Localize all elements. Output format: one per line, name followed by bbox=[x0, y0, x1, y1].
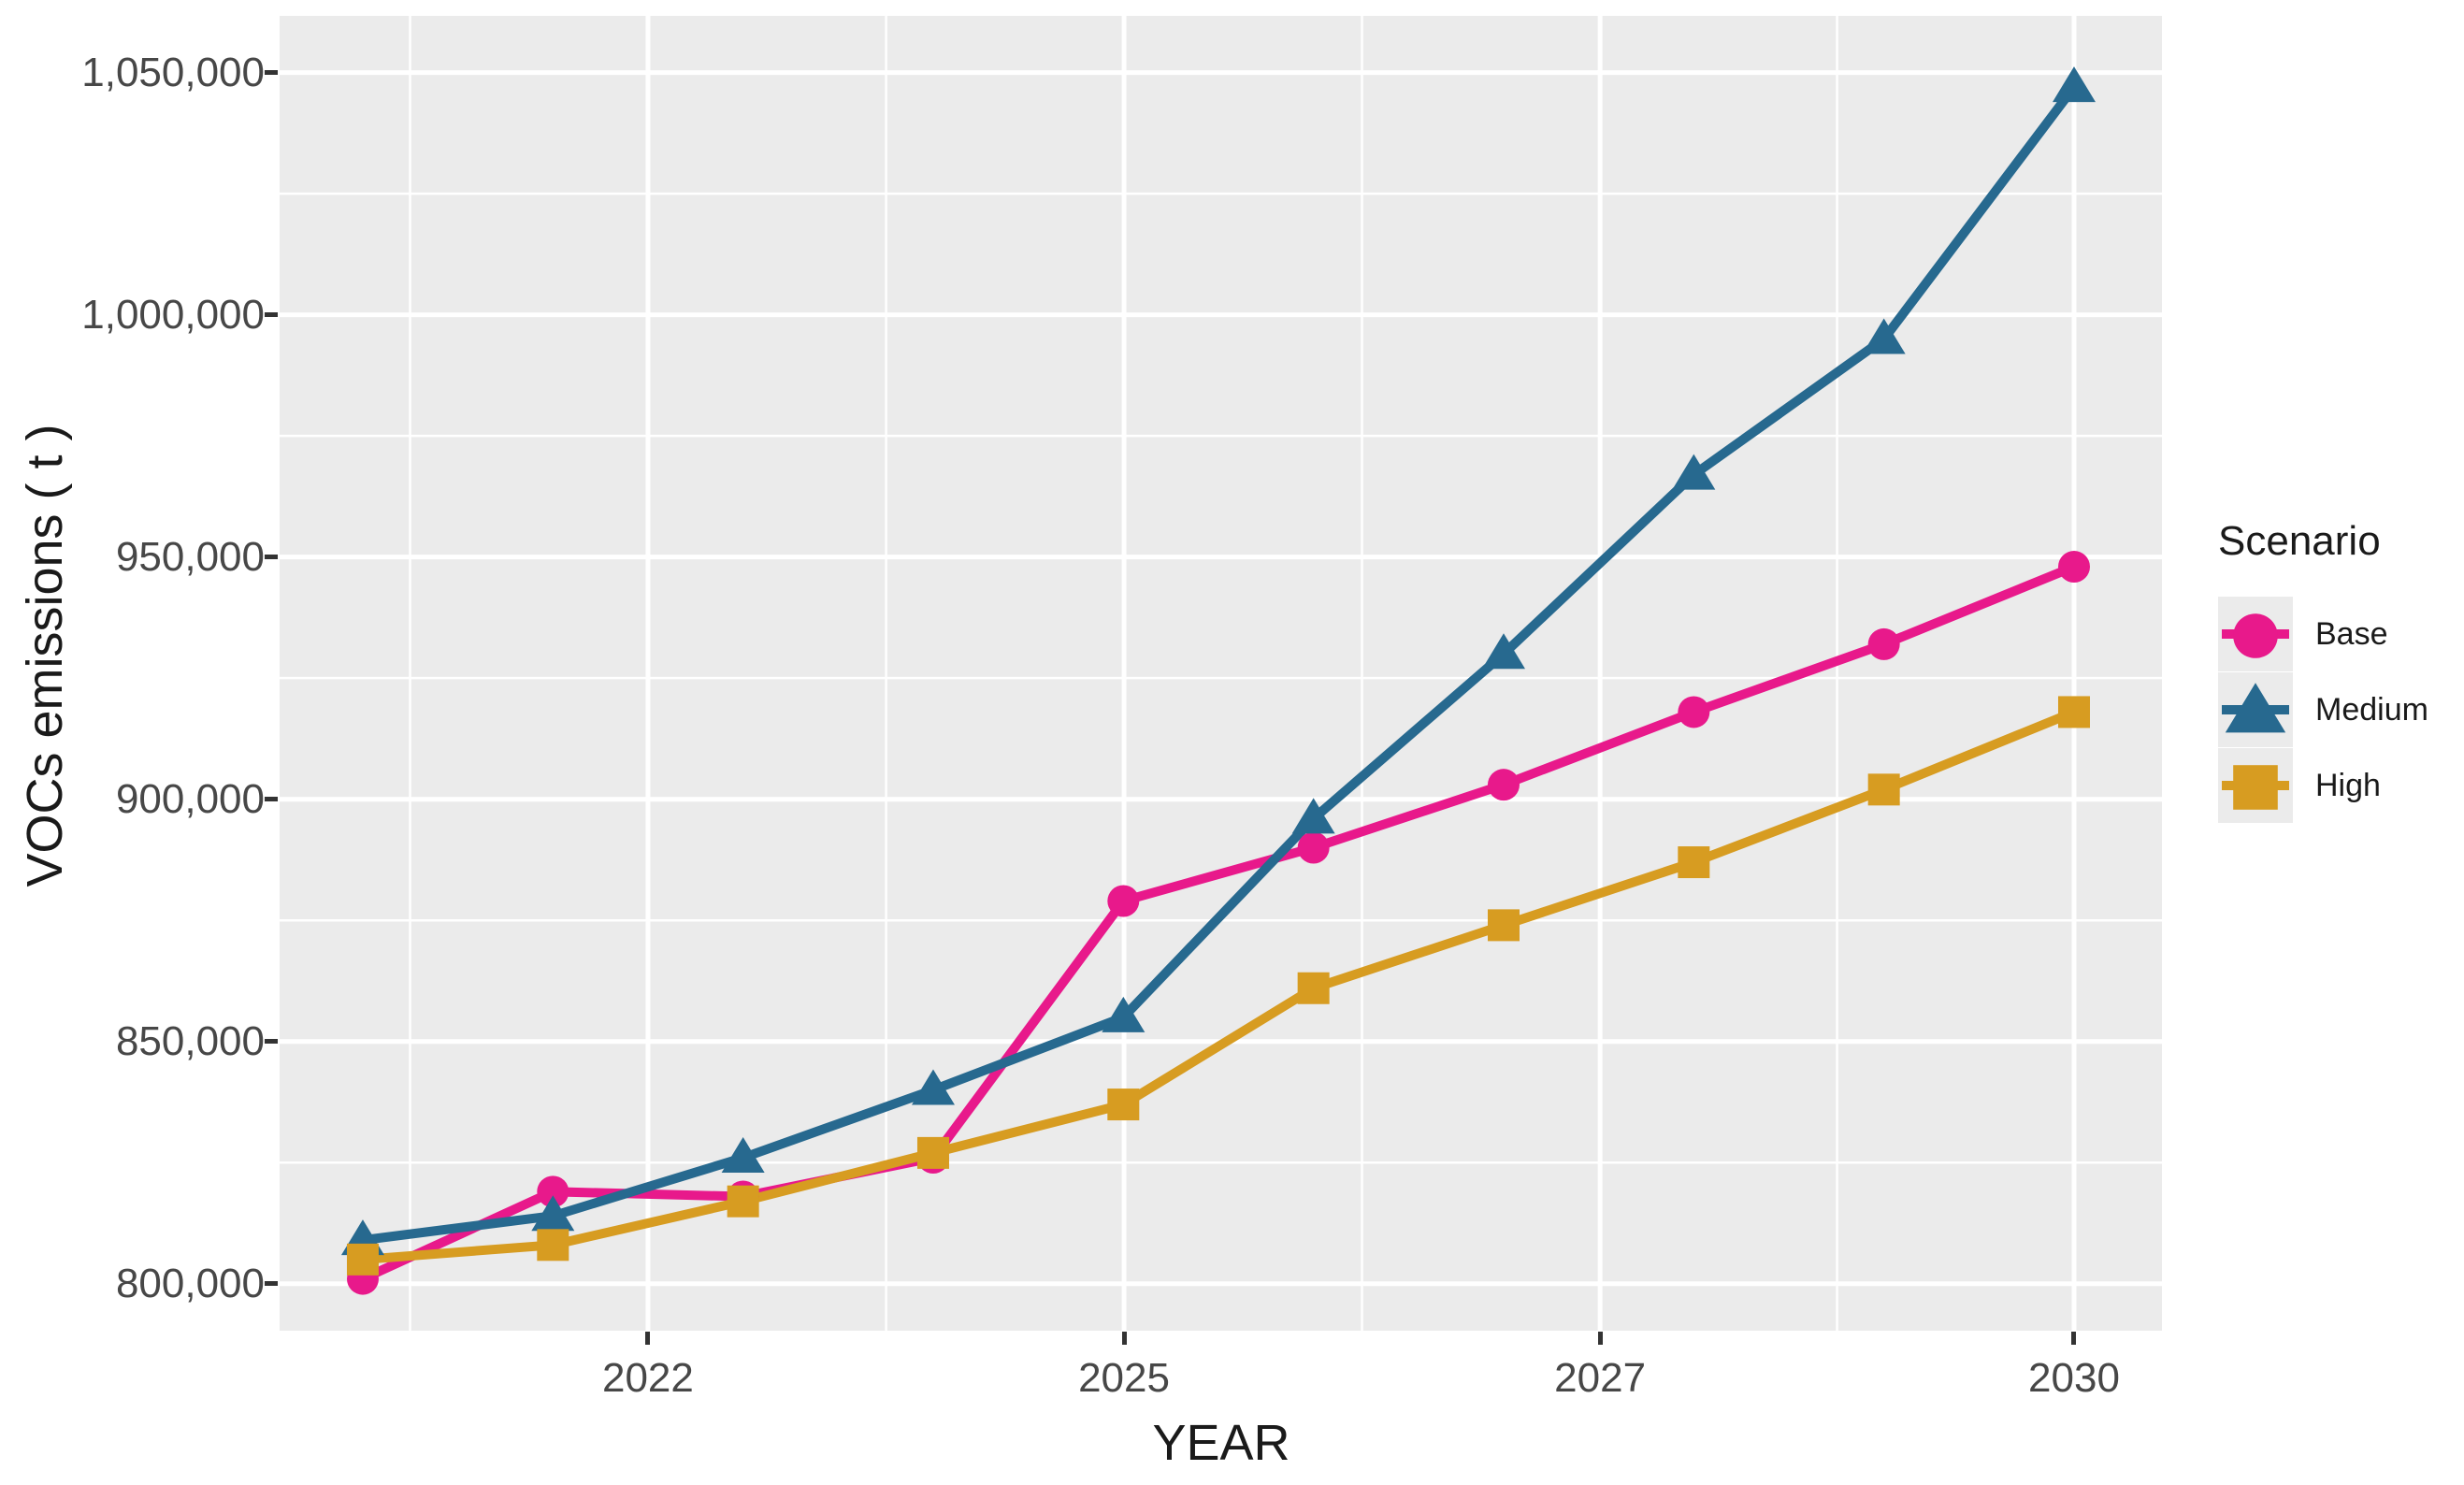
legend-label: Medium bbox=[2315, 691, 2428, 728]
legend-label: Base bbox=[2315, 615, 2388, 652]
circle-marker bbox=[1678, 696, 1710, 728]
square-marker bbox=[727, 1185, 759, 1218]
plot-canvas bbox=[280, 16, 2162, 1331]
triangle-marker bbox=[911, 1069, 955, 1105]
series-line-base bbox=[360, 562, 2076, 1284]
legend-key-circle-icon bbox=[2222, 613, 2289, 658]
square-marker bbox=[1107, 1089, 1140, 1121]
legend-item-high: High bbox=[2218, 748, 2461, 823]
circle-marker bbox=[2057, 551, 2090, 584]
triangle-marker bbox=[1672, 454, 1716, 490]
circle-marker bbox=[1107, 885, 1140, 917]
y-tick-label: 850,000 bbox=[115, 1017, 265, 1064]
triangle-marker bbox=[2052, 66, 2096, 103]
legend-label: High bbox=[2315, 767, 2381, 803]
square-marker bbox=[537, 1229, 569, 1262]
square-marker bbox=[2233, 765, 2278, 810]
legend-key bbox=[2218, 597, 2293, 671]
y-tick-label: 800,000 bbox=[115, 1260, 265, 1306]
legend-items: Base Medium High bbox=[2218, 597, 2461, 823]
series-line-high bbox=[362, 707, 2076, 1264]
circle-marker bbox=[1867, 627, 1900, 660]
x-tick-label: 2025 bbox=[1078, 1355, 1170, 1401]
legend-item-base: Base bbox=[2218, 597, 2461, 671]
plot-area bbox=[280, 16, 2162, 1331]
legend: Scenario Base Medium High bbox=[2218, 518, 2461, 824]
triangle-marker bbox=[1291, 798, 1335, 834]
x-tick-label: 2027 bbox=[1554, 1355, 1647, 1401]
triangle-marker bbox=[1862, 318, 1906, 354]
y-axis-tick bbox=[265, 312, 278, 318]
x-axis-title: YEAR bbox=[1152, 1415, 1290, 1471]
legend-key-triangle-icon bbox=[2222, 683, 2289, 733]
square-marker bbox=[916, 1136, 949, 1169]
legend-key bbox=[2218, 748, 2293, 823]
square-marker bbox=[1487, 909, 1520, 942]
square-marker bbox=[1867, 773, 1900, 806]
x-axis-tick bbox=[1121, 1332, 1127, 1345]
y-axis-tick bbox=[265, 1039, 278, 1045]
y-axis-tick bbox=[265, 797, 278, 802]
y-tick-label: 1,000,000 bbox=[81, 291, 265, 338]
x-axis-tick bbox=[1597, 1332, 1603, 1345]
y-tick-label: 900,000 bbox=[115, 775, 265, 822]
series-line-medium bbox=[362, 84, 2078, 1246]
y-axis-tick bbox=[265, 70, 278, 76]
triangle-marker bbox=[2225, 683, 2286, 733]
triangle-marker bbox=[531, 1195, 575, 1232]
y-axis-tick bbox=[265, 555, 278, 560]
square-marker bbox=[346, 1243, 379, 1276]
y-tick-label: 950,000 bbox=[115, 533, 265, 580]
legend-key bbox=[2218, 672, 2293, 747]
square-marker bbox=[1297, 972, 1330, 1004]
triangle-marker bbox=[1481, 633, 1525, 670]
triangle-marker bbox=[1102, 996, 1146, 1032]
square-marker bbox=[1678, 846, 1710, 879]
y-tick-label: 1,050,000 bbox=[81, 49, 265, 95]
x-axis-tick bbox=[2071, 1332, 2077, 1345]
triangle-marker bbox=[721, 1137, 765, 1174]
legend-item-medium: Medium bbox=[2218, 672, 2461, 747]
legend-title: Scenario bbox=[2218, 518, 2381, 564]
y-axis-tick bbox=[265, 1281, 278, 1287]
circle-marker bbox=[1487, 769, 1520, 801]
x-tick-label: 2022 bbox=[601, 1355, 694, 1401]
circle-marker bbox=[1297, 831, 1330, 864]
y-axis-title: VOCs emissions ( t ) bbox=[17, 424, 73, 887]
square-marker bbox=[2057, 696, 2090, 728]
circle-marker bbox=[2233, 613, 2278, 658]
x-axis-tick bbox=[645, 1332, 651, 1345]
circle-marker bbox=[537, 1175, 569, 1208]
legend-key-square-icon bbox=[2222, 765, 2289, 810]
x-tick-label: 2030 bbox=[2028, 1355, 2120, 1401]
